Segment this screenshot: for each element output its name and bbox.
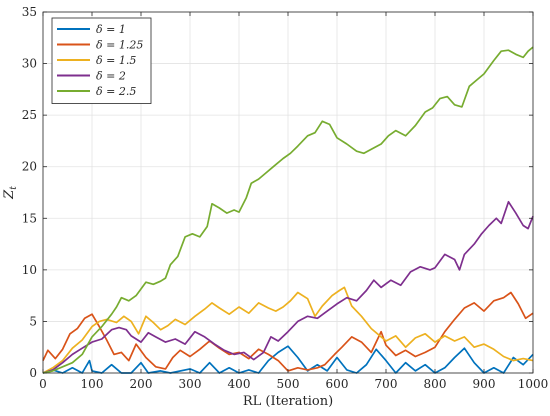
legend-label: δ = 2.5 (96, 85, 136, 98)
series-line-1 (42, 345, 534, 374)
x-tick-label: 400 (228, 377, 251, 391)
series-line-3 (42, 286, 534, 374)
series-line-2 (42, 291, 534, 372)
legend-label: δ = 2 (96, 70, 126, 83)
legend-label: δ = 1 (96, 23, 126, 36)
y-axis-label-sub: t (9, 186, 19, 190)
x-axis-label: RL (Iteration) (243, 394, 333, 409)
x-tick-label: 1000 (518, 377, 549, 391)
x-tick-label: 500 (277, 377, 300, 391)
x-tick-label: 700 (375, 377, 398, 391)
x-tick-label: 300 (179, 377, 202, 391)
legend-label: δ = 1.5 (96, 54, 136, 67)
series-line-4 (42, 200, 534, 374)
x-tick-label: 800 (424, 377, 447, 391)
y-tick-label: 0 (29, 366, 37, 380)
legend: δ = 1 δ = 1.25 δ = 1.5 δ = 2 δ = 2.5 (51, 17, 152, 104)
y-tick-label: 30 (22, 57, 37, 71)
legend-label: δ = 1.25 (96, 39, 143, 52)
y-tick-label: 35 (22, 5, 37, 19)
x-tick-label: 200 (130, 377, 153, 391)
series-line-5 (42, 46, 534, 374)
x-tick-label: 900 (473, 377, 496, 391)
y-axis-label-main: Z (2, 189, 17, 200)
x-tick-label: 0 (39, 377, 47, 391)
ticks: 0 100 200 300 400 500 600 700 800 900 1000 0 5 10 15 20… (22, 5, 549, 391)
series-layer (42, 46, 534, 374)
x-tick-label: 100 (81, 377, 104, 391)
y-axis-label: Zt (2, 186, 19, 200)
y-tick-label: 20 (22, 160, 37, 174)
y-tick-label: 10 (22, 263, 37, 277)
x-tick-label: 600 (326, 377, 349, 391)
y-tick-label: 25 (22, 108, 37, 122)
y-tick-label: 5 (29, 314, 37, 328)
y-tick-label: 15 (22, 211, 37, 225)
